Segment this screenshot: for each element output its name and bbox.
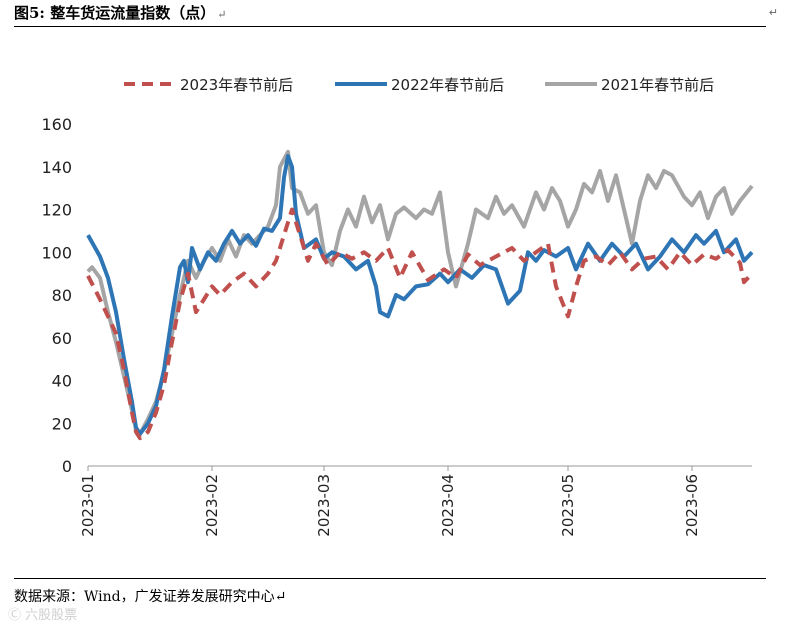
y-tick-label: 80 — [52, 286, 72, 305]
source-note: 数据来源：Wind，广发证券发展研究中心↵ — [14, 589, 287, 605]
watermark: Ⓒ 六股股票 — [8, 608, 78, 623]
legend-label: 2022年春节前后 — [391, 76, 504, 94]
series-group — [86, 149, 754, 441]
x-tick-label: 2023-03 — [315, 474, 333, 537]
return-mark: ↵ — [217, 8, 227, 21]
legend: 2023年春节前后 2022年春节前后 2021年春节前后 — [124, 76, 714, 94]
y-tick-label: 120 — [41, 201, 72, 220]
y-axis: 0 20 40 60 80 100 120 140 160 — [41, 115, 72, 476]
x-tick-label: 2023-02 — [203, 474, 221, 537]
y-tick-label: 100 — [41, 243, 72, 262]
y-tick-label: 60 — [52, 329, 72, 348]
series-line-0 — [86, 207, 754, 441]
y-tick-label: 20 — [52, 414, 72, 433]
line-chart: 2023年春节前后 2022年春节前后 2021年春节前后 0 20 40 60 80 100… — [41, 76, 754, 537]
x-tick-label: 2023-05 — [559, 474, 577, 537]
x-tick-label: 2023-06 — [683, 474, 701, 537]
x-axis: 2023-01 2023-02 2023-03 2023-04 2023-05 2023-… — [79, 465, 752, 537]
series-line-1 — [86, 154, 754, 436]
bottom-rule — [14, 578, 766, 579]
series-line-2 — [86, 149, 754, 436]
x-tick-label: 2023-04 — [439, 474, 457, 537]
top-rule — [14, 26, 766, 27]
legend-label: 2023年春节前后 — [180, 76, 293, 94]
corner-return-mark: ↵ — [768, 6, 778, 19]
y-tick-label: 0 — [62, 457, 72, 476]
y-tick-label: 140 — [41, 158, 72, 177]
x-tick-label: 2023-01 — [79, 474, 97, 537]
legend-label: 2021年春节前后 — [601, 76, 714, 94]
chart-title: 图5: 整车货运流量指数（点） ↵ — [14, 2, 226, 23]
chart-title-text: 图5: 整车货运流量指数（点） — [14, 4, 216, 22]
y-tick-label: 40 — [52, 372, 72, 391]
y-tick-label: 160 — [41, 115, 72, 134]
